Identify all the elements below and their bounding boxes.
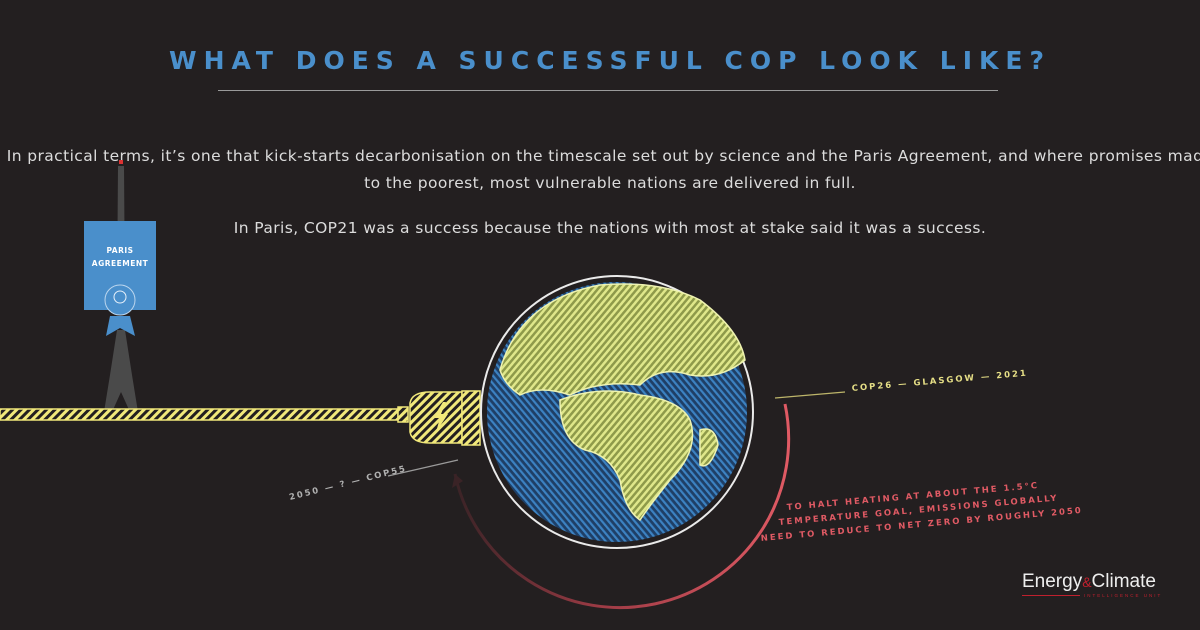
badge-label: PARIS AGREEMENT bbox=[91, 246, 149, 268]
arrow-head-icon bbox=[452, 474, 463, 488]
intro-paragraph: In practical terms, it’s one that kick-s… bbox=[6, 147, 1200, 192]
page-title: WHAT DOES A SUCCESSFUL COP LOOK LIKE? bbox=[169, 46, 1051, 75]
lightning-bolt-icon bbox=[433, 402, 448, 432]
cop26-label: COP26 — GLASGOW — 2021 bbox=[851, 369, 1028, 394]
earth-globe bbox=[480, 275, 754, 549]
eciu-logo: Energy&Climate INTELLIGENCE UNIT bbox=[1022, 571, 1163, 598]
net-zero-note: TO HALT HEATING AT ABOUT THE 1.5°C TEMPE… bbox=[760, 481, 1083, 544]
title-divider bbox=[218, 90, 998, 91]
cop21-paragraph: In Paris, COP21 was a success because th… bbox=[233, 219, 987, 237]
cop55-label: 2050 — ? — COP55 bbox=[288, 464, 408, 503]
globe-emblem-icon bbox=[113, 290, 127, 304]
power-cable bbox=[0, 390, 481, 446]
timeline-arc bbox=[453, 403, 791, 610]
paris-agreement-badge bbox=[84, 221, 156, 336]
